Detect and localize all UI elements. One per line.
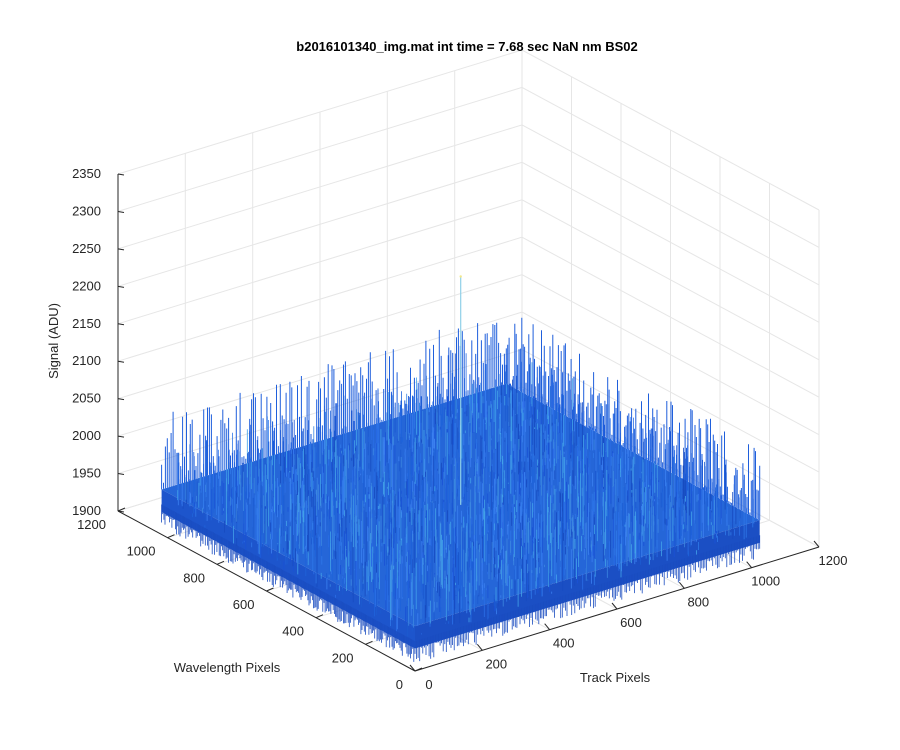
surface-mesh bbox=[161, 275, 761, 662]
x-tick-label: 400 bbox=[553, 636, 575, 651]
y-tick-label: 600 bbox=[233, 597, 255, 612]
y-tick-mark bbox=[315, 614, 324, 619]
y-tick-label: 1200 bbox=[77, 517, 106, 532]
y-tick-label: 1000 bbox=[127, 544, 156, 559]
z-tick-mark bbox=[117, 435, 125, 438]
z-tick-label: 2300 bbox=[72, 203, 101, 218]
y-tick-label: 200 bbox=[332, 650, 354, 665]
x-tick-mark bbox=[813, 540, 820, 548]
y-tick-mark bbox=[414, 667, 423, 672]
x-tick-label: 600 bbox=[620, 615, 642, 630]
x-axis-label: Track Pixels bbox=[580, 670, 651, 685]
z-tick-labels: 1900 1950 2000 2050 2100 2150 2200 2250 2300 2350 bbox=[72, 166, 101, 518]
x-tick-label: 1000 bbox=[751, 574, 780, 589]
x-tick-label: 800 bbox=[687, 594, 709, 609]
x-tick-mark bbox=[611, 602, 618, 610]
z-tick-mark bbox=[117, 510, 125, 513]
signal-spike-tip bbox=[459, 275, 462, 278]
axes-lines bbox=[117, 173, 820, 672]
y-tick-label: 400 bbox=[282, 624, 304, 639]
z-tick-label: 2000 bbox=[72, 428, 101, 443]
x-tick-label: 0 bbox=[425, 677, 432, 692]
y-tick-mark bbox=[167, 534, 175, 539]
x-tick-mark bbox=[678, 582, 685, 589]
z-tick-label: 2050 bbox=[72, 391, 101, 406]
surface-bottom-fringe bbox=[161, 504, 761, 662]
z-tick-label: 2150 bbox=[72, 316, 101, 331]
z-tick-mark bbox=[117, 173, 125, 176]
x-tick-label: 1200 bbox=[819, 553, 848, 568]
z-tick-mark bbox=[117, 398, 125, 401]
z-axis-label: Signal (ADU) bbox=[46, 303, 61, 379]
y-tick-mark bbox=[117, 507, 126, 512]
x-tick-labels: 0 200 400 600 800 1000 1200 bbox=[425, 553, 847, 692]
y-tick-label: 0 bbox=[396, 677, 403, 692]
y-tick-labels: 0 200 400 600 800 1000 1200 bbox=[77, 517, 403, 692]
y-tick-mark bbox=[266, 587, 274, 592]
z-tick-label: 1950 bbox=[72, 466, 101, 481]
y-tick-mark bbox=[365, 640, 373, 645]
z-tick-mark bbox=[117, 210, 125, 213]
surface-noise-strokes bbox=[185, 374, 730, 628]
z-tick-label: 1900 bbox=[72, 503, 101, 518]
x-tick-mark bbox=[476, 644, 483, 651]
z-tick-label: 2200 bbox=[72, 278, 101, 293]
z-tick-mark bbox=[117, 248, 125, 251]
x-tick-label: 200 bbox=[485, 656, 507, 671]
x-tick-mark bbox=[746, 561, 753, 568]
z-tick-label: 2350 bbox=[72, 166, 101, 181]
y-axis-label: Wavelength Pixels bbox=[174, 660, 281, 675]
chart-title: b2016101340_img.mat int time = 7.68 sec … bbox=[296, 39, 637, 54]
z-tick-mark bbox=[117, 360, 125, 363]
z-tick-label: 2100 bbox=[72, 353, 101, 368]
y-tick-label: 800 bbox=[183, 570, 205, 585]
x-tick-mark bbox=[409, 664, 416, 672]
z-tick-label: 2250 bbox=[72, 241, 101, 256]
z-tick-mark bbox=[117, 323, 125, 326]
z-tick-mark bbox=[117, 473, 125, 476]
x-tick-mark bbox=[544, 623, 551, 630]
z-tick-mark bbox=[117, 285, 125, 288]
y-tick-mark bbox=[216, 560, 225, 565]
